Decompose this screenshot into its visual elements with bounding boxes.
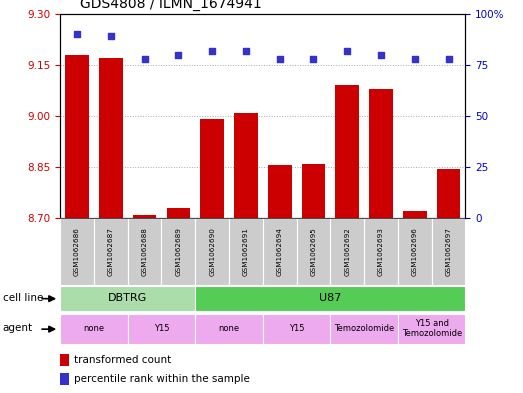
Point bbox=[411, 55, 419, 62]
Point bbox=[445, 55, 453, 62]
Bar bbox=[437, 169, 460, 218]
Bar bbox=[94, 218, 128, 285]
Bar bbox=[195, 286, 465, 311]
Bar bbox=[166, 208, 190, 218]
Bar bbox=[99, 58, 122, 218]
Bar bbox=[60, 286, 195, 311]
Text: GSM1062688: GSM1062688 bbox=[142, 227, 147, 276]
Bar bbox=[65, 55, 89, 218]
Bar bbox=[297, 218, 331, 285]
Bar bbox=[229, 218, 263, 285]
Bar bbox=[162, 218, 195, 285]
Text: Y15: Y15 bbox=[289, 324, 304, 333]
Text: GSM1062694: GSM1062694 bbox=[277, 227, 283, 276]
Text: U87: U87 bbox=[319, 293, 342, 303]
Text: GSM1062695: GSM1062695 bbox=[311, 227, 316, 276]
Point bbox=[309, 55, 317, 62]
Text: GSM1062689: GSM1062689 bbox=[175, 227, 181, 276]
Text: Y15: Y15 bbox=[154, 324, 169, 333]
Bar bbox=[331, 218, 364, 285]
Bar bbox=[302, 163, 325, 218]
Bar bbox=[195, 218, 229, 285]
Bar bbox=[234, 112, 258, 218]
Text: Temozolomide: Temozolomide bbox=[334, 324, 394, 333]
Text: GSM1062690: GSM1062690 bbox=[209, 227, 215, 276]
Text: GSM1062697: GSM1062697 bbox=[446, 227, 451, 276]
Point bbox=[343, 48, 351, 54]
Point bbox=[174, 51, 183, 58]
Text: GSM1062696: GSM1062696 bbox=[412, 227, 418, 276]
Text: Y15 and
Temozolomide: Y15 and Temozolomide bbox=[402, 319, 462, 338]
Point bbox=[73, 31, 81, 37]
Text: DBTRG: DBTRG bbox=[108, 293, 147, 303]
Text: GSM1062687: GSM1062687 bbox=[108, 227, 114, 276]
Bar bbox=[263, 218, 297, 285]
Point bbox=[242, 48, 250, 54]
Point bbox=[377, 51, 385, 58]
Bar bbox=[398, 218, 431, 285]
Text: GSM1062693: GSM1062693 bbox=[378, 227, 384, 276]
Point bbox=[107, 33, 115, 39]
Point bbox=[208, 48, 217, 54]
Bar bbox=[128, 314, 195, 344]
Bar bbox=[263, 314, 331, 344]
Text: GDS4808 / ILMN_1674941: GDS4808 / ILMN_1674941 bbox=[81, 0, 262, 11]
Bar bbox=[60, 373, 69, 385]
Text: none: none bbox=[219, 324, 240, 333]
Bar bbox=[431, 218, 465, 285]
Bar bbox=[60, 314, 128, 344]
Point bbox=[140, 55, 149, 62]
Bar bbox=[195, 314, 263, 344]
Bar bbox=[335, 85, 359, 218]
Text: transformed count: transformed count bbox=[74, 355, 172, 365]
Bar bbox=[60, 354, 69, 366]
Bar bbox=[133, 215, 156, 218]
Bar bbox=[268, 165, 291, 218]
Text: GSM1062686: GSM1062686 bbox=[74, 227, 80, 276]
Text: cell line: cell line bbox=[3, 293, 43, 303]
Bar bbox=[128, 218, 162, 285]
Text: GSM1062691: GSM1062691 bbox=[243, 227, 249, 276]
Bar bbox=[200, 119, 224, 218]
Text: percentile rank within the sample: percentile rank within the sample bbox=[74, 374, 250, 384]
Bar bbox=[403, 211, 427, 218]
Bar bbox=[398, 314, 465, 344]
Point bbox=[276, 55, 284, 62]
Text: agent: agent bbox=[3, 323, 33, 334]
Bar bbox=[364, 218, 398, 285]
Bar bbox=[60, 218, 94, 285]
Bar bbox=[369, 89, 393, 218]
Bar bbox=[331, 314, 398, 344]
Text: GSM1062692: GSM1062692 bbox=[344, 227, 350, 276]
Text: none: none bbox=[83, 324, 105, 333]
